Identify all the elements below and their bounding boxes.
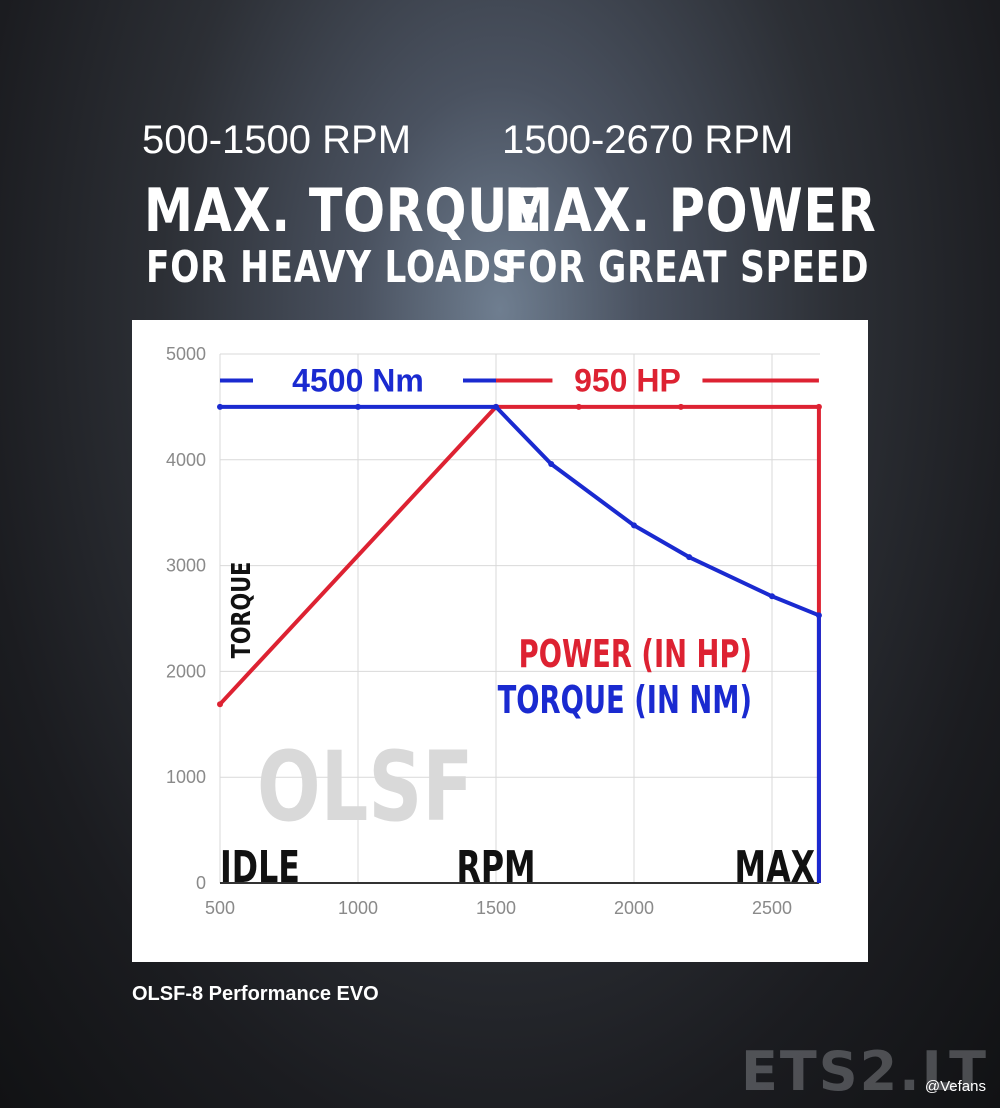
data-point [815, 403, 822, 410]
y-tick-label: 4000 [166, 450, 206, 470]
annotation-label: 950 HP [574, 362, 681, 398]
torque-rpm-range: 500-1500 RPM [142, 118, 412, 162]
site-watermark: ETS2.LT [740, 1040, 988, 1103]
data-point [815, 612, 822, 619]
legend-item: POWER (IN HP) [519, 631, 752, 676]
y-axis-label: TORQUE [226, 562, 257, 659]
data-point [769, 593, 775, 600]
max-power-heading: MAX. POWER [504, 176, 877, 246]
y-tick-label: 3000 [166, 556, 206, 576]
annotation-label: 4500 Nm [292, 362, 424, 398]
data-point [217, 403, 223, 410]
data-point [686, 554, 693, 561]
data-point [493, 403, 499, 410]
max-torque-heading: MAX. TORQUE [144, 176, 543, 246]
author-credit: @Vefans [924, 1078, 986, 1095]
performance-chart: 0 1000 2000 3000 4000 5000 500 1000 1500 2000 2500… [166, 344, 822, 918]
x-tick-label: 1500 [476, 898, 516, 918]
power-subheading: FOR GREAT SPEED [504, 242, 870, 293]
data-point [548, 461, 555, 468]
caption: OLSF-8 Performance EVO [132, 983, 379, 1005]
x-tick-label: 1000 [338, 898, 378, 918]
series-line [218, 404, 821, 883]
x-annotation-right: MAX [735, 842, 815, 894]
y-tick-label: 2000 [166, 661, 206, 681]
y-tick-label: 5000 [166, 344, 206, 364]
power-rpm-range: 1500-2670 RPM [502, 118, 794, 162]
x-tick-label: 2000 [614, 898, 654, 918]
x-tick-label: 500 [205, 898, 235, 918]
y-tick-label: 1000 [166, 767, 206, 787]
legend-item: TORQUE (IN NM) [498, 677, 752, 722]
x-annotation-left: IDLE [220, 842, 300, 894]
data-point [631, 522, 637, 529]
data-point [355, 403, 361, 410]
x-tick-label: 2500 [752, 898, 792, 918]
data-point [677, 403, 684, 410]
x-annotation-center: RPM [456, 842, 535, 894]
data-point [575, 403, 582, 410]
data-point [217, 701, 223, 708]
y-tick-label: 0 [196, 873, 206, 893]
torque-subheading: FOR HEAVY LOADS [146, 242, 518, 293]
olsf-watermark: OLSF [257, 732, 473, 844]
chart-panel: 0 1000 2000 3000 4000 5000 500 1000 1500 2000 2500… [132, 320, 868, 962]
